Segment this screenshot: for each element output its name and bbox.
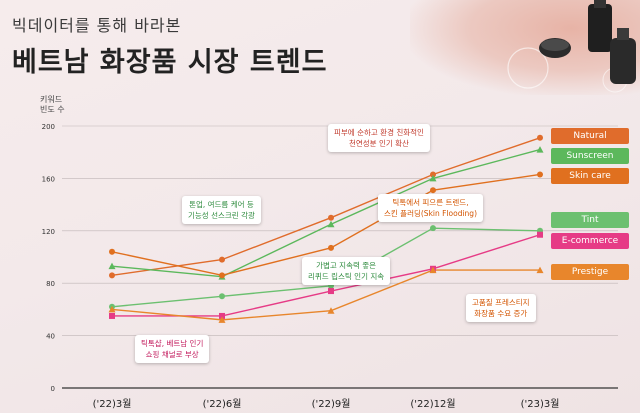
cosmetics-hero-image (410, 0, 640, 95)
point-skin-care-1 (219, 272, 225, 279)
point-sunscreen-3 (429, 174, 437, 182)
series-points (108, 134, 544, 323)
point-e-commerce-2 (328, 288, 334, 295)
annotation-4-line-0: 틱톡샵, 베트남 인기 (141, 339, 204, 348)
point-tint-1 (219, 293, 225, 300)
point-skin-care-4 (537, 171, 543, 178)
point-e-commerce-0 (109, 312, 115, 319)
point-prestige-3 (429, 266, 437, 274)
series-lines (111, 137, 541, 321)
point-sunscreen-0 (108, 262, 116, 270)
x-axis-ticks: ('22)3월 ('22)6월 ('22)9월 ('22)12월 ('23)3월 (93, 398, 560, 410)
annotation-5-line-1: 화장품 수요 증가 (474, 309, 528, 318)
point-prestige-2 (327, 307, 335, 314)
point-e-commerce-4 (537, 231, 543, 238)
annotation-1-line-0: 톤업, 여드름 케어 등 (189, 200, 254, 209)
annotation-5-line-0: 고품질 프레스티지 (472, 298, 530, 307)
annotation-4-line-1: 쇼핑 채널로 부상 (145, 350, 199, 359)
y-axis-label-line1: 키워드 (40, 95, 62, 104)
y-tick-80: 80 (46, 280, 55, 288)
annotation-3-line-1: 리퀴드 립스틱 인기 지속 (308, 272, 385, 281)
point-skin-care-3 (430, 187, 436, 194)
x-tick-2: ('22)9월 (312, 398, 351, 410)
y-tick-0: 0 (51, 385, 55, 393)
x-tick-3: ('22)12월 (410, 398, 455, 410)
point-prestige-4 (536, 266, 544, 274)
point-natural-1 (219, 256, 225, 263)
x-tick-4: ('23)3월 (521, 398, 560, 410)
annotation-2: 틱톡에서 피으른 트렌드, 스킨 플러딩(Skin Flooding) (378, 194, 483, 222)
point-natural-4 (537, 134, 543, 141)
y-tick-160: 160 (42, 175, 55, 183)
point-skin-care-0 (109, 248, 115, 255)
annotation-1-line-1: 기능성 선스크린 각광 (188, 211, 255, 220)
point-prestige-0 (108, 305, 116, 313)
page-subtitle: 빅데이터를 통해 바라본 (12, 16, 182, 35)
legend-e-commerce: E-commerce (551, 233, 629, 249)
x-tick-0: ('22)3월 (93, 398, 132, 410)
legend-tint: Tint (551, 212, 629, 228)
page-title: 베트남 화장품 시장 트렌드 (12, 47, 328, 78)
point-natural-3 (430, 171, 436, 178)
point-prestige-1 (218, 316, 226, 323)
x-tick-1: ('22)6월 (203, 398, 242, 410)
point-skin-care-2 (328, 244, 334, 251)
point-tint-3 (430, 225, 436, 232)
y-tick-120: 120 (42, 228, 55, 236)
annotation-0-line-0: 피부에 순하고 환경 친화적인 (334, 128, 424, 137)
annotation-2-line-0: 틱톡에서 피으른 트렌드, (392, 198, 469, 207)
legend-sunscreen: Sunscreen (551, 148, 629, 164)
point-natural-2 (328, 214, 334, 221)
annotation-2-line-1: 스킨 플러딩(Skin Flooding) (384, 209, 477, 218)
y-axis-label-line2: 빈도 수 (40, 105, 65, 114)
point-sunscreen-4 (536, 146, 544, 153)
legend-natural: Natural (551, 128, 629, 144)
point-sunscreen-2 (327, 220, 335, 228)
annotation-3-line-0: 가볍고 지속력 좋은 (316, 261, 377, 270)
point-e-commerce-1 (219, 312, 225, 319)
point-natural-0 (109, 272, 115, 279)
y-tick-200: 200 (42, 123, 55, 131)
annotation-0-line-1: 천연성분 인기 확산 (348, 139, 409, 148)
legend-prestige: Prestige (551, 264, 629, 280)
legend-skin-care: Skin care (551, 168, 629, 184)
y-tick-40: 40 (46, 333, 55, 341)
